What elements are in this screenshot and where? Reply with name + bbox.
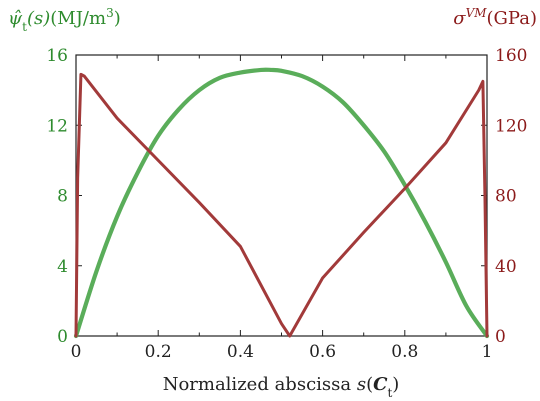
y-left-tick-label: 0 <box>57 327 68 347</box>
y-left-units-sup: 3 <box>106 6 114 20</box>
y-right-symbol: σ <box>453 8 466 29</box>
y-right-tick-label: 160 <box>495 46 527 66</box>
y-right-tick-label: 120 <box>495 116 527 136</box>
y-left-tick-label: 4 <box>57 257 68 277</box>
x-tick-label: 0.8 <box>391 342 418 362</box>
y-left-tick-label: 16 <box>46 46 68 66</box>
x-axis-label-sub: t <box>387 386 392 400</box>
y-right-tick-label: 80 <box>495 187 517 207</box>
y-left-units: (MJ/m <box>50 8 106 29</box>
x-axis-title: Normalized abscissa s(Ct) <box>163 374 400 400</box>
y-left-sub: t <box>22 20 27 34</box>
series-layer <box>73 67 490 339</box>
y-left-tick-label: 8 <box>57 187 68 207</box>
y-left-axis-title: ψ̂t(s)(MJ/m3) <box>8 6 121 34</box>
x-tick-label: 0.4 <box>227 342 254 362</box>
x-tick-label: 0 <box>71 342 82 362</box>
y-right-tick-label: 40 <box>495 257 517 277</box>
y-right-sup: VM <box>466 6 488 20</box>
series-line-left <box>73 67 490 339</box>
y-left-symbol: ψ̂ <box>8 8 23 29</box>
x-tick-label: 0.6 <box>309 342 336 362</box>
y-right-units: (GPa) <box>487 8 537 29</box>
x-axis-label-math: s <box>357 374 366 395</box>
y-left-arg: (s) <box>27 8 50 29</box>
x-tick-label: 0.2 <box>145 342 172 362</box>
series-line-right <box>74 72 489 338</box>
y-right-axis-title: σVM(GPa) <box>453 6 537 29</box>
x-axis-label-text: Normalized abscissa <box>163 374 352 395</box>
plot-frame <box>75 54 488 337</box>
x-axis-label-bold: C <box>373 374 388 395</box>
y-left-tick-label: 12 <box>46 116 68 136</box>
x-tick-label: 1 <box>482 342 493 362</box>
y-right-tick-label: 0 <box>495 327 506 347</box>
y-left-units-close: ) <box>114 8 121 29</box>
